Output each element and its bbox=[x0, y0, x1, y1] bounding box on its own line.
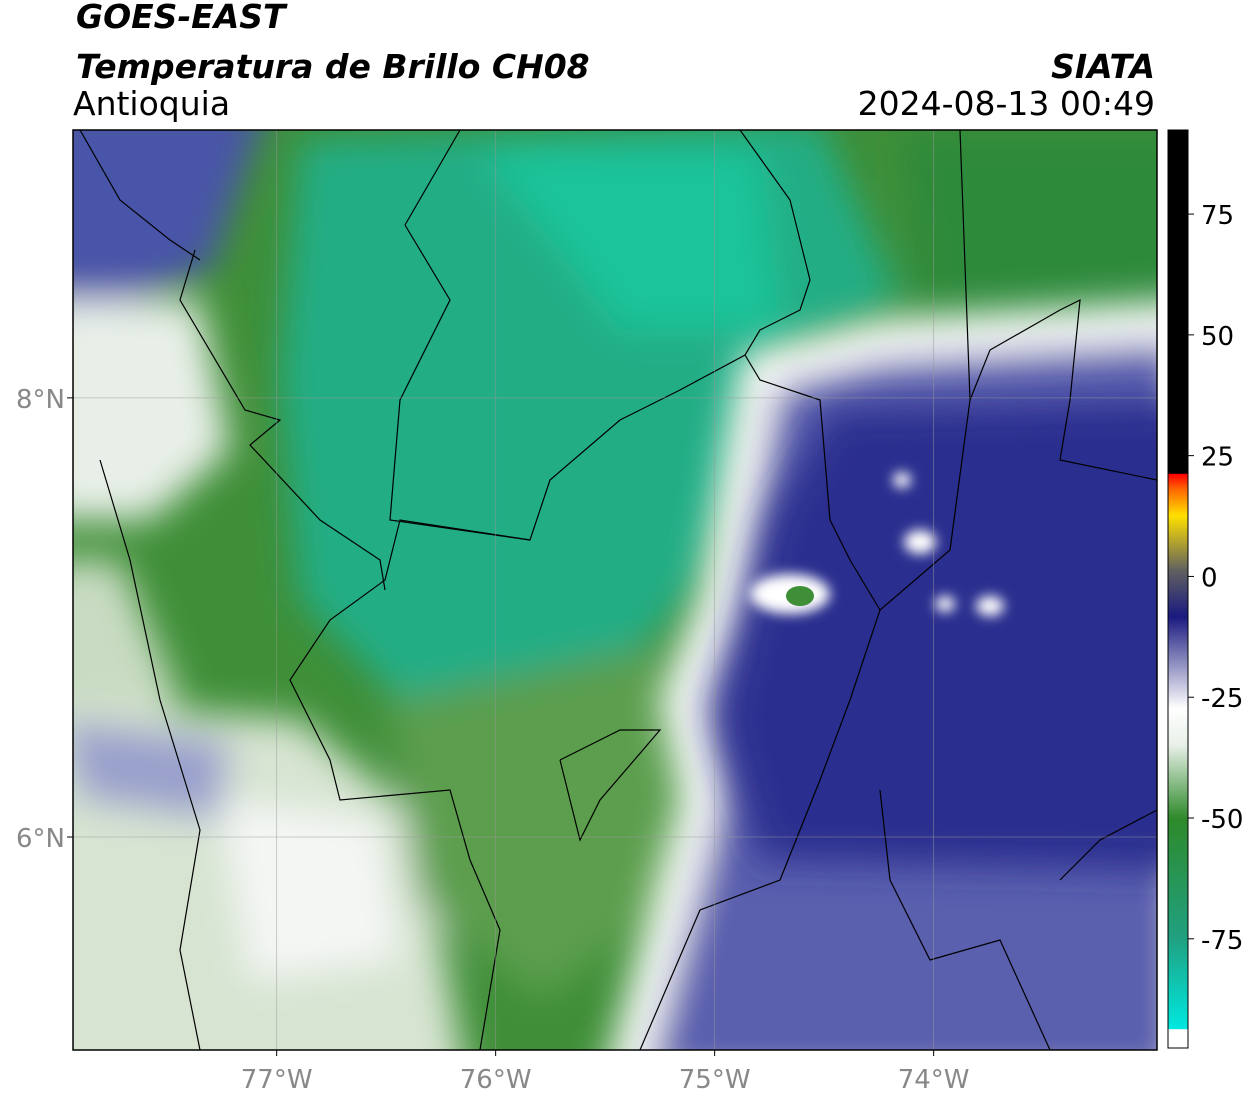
y-tick-label: 8°N bbox=[16, 385, 65, 415]
colorbar-tick-label: 75 bbox=[1201, 201, 1234, 231]
x-tick-label: 77°W bbox=[241, 1065, 313, 1095]
colorbar bbox=[1167, 129, 1189, 1049]
colorbar-tick-label: 0 bbox=[1201, 563, 1218, 593]
title: GOES-EAST bbox=[76, 0, 288, 36]
colorbar-tick-label: 50 bbox=[1201, 322, 1234, 352]
y-tick-label: 6°N bbox=[16, 824, 65, 854]
x-tick-label: 76°W bbox=[460, 1065, 532, 1095]
source: SIATA bbox=[1051, 47, 1155, 86]
x-tick-label: 75°W bbox=[679, 1065, 751, 1095]
region: Antioquia bbox=[73, 84, 230, 123]
satellite-image bbox=[73, 130, 1157, 1050]
colorbar-tick-label: 25 bbox=[1201, 443, 1234, 473]
colorbar-tick-label: -50 bbox=[1201, 805, 1243, 835]
map-frame bbox=[72, 129, 1158, 1051]
colorbar-tick-label: -25 bbox=[1201, 684, 1243, 714]
datetime: 2024-08-13 00:49 bbox=[858, 84, 1155, 123]
x-tick-label: 74°W bbox=[898, 1065, 970, 1095]
subtitle: Temperatura de Brillo CH08 bbox=[76, 47, 590, 86]
ticks: 77°W 76°W 75°W 74°W 6°N 8°N 75 50 25 0 -25 -50 -75 bbox=[16, 201, 1243, 1095]
graticule bbox=[73, 130, 1157, 1050]
colorbar-tick-label: -75 bbox=[1201, 926, 1243, 956]
